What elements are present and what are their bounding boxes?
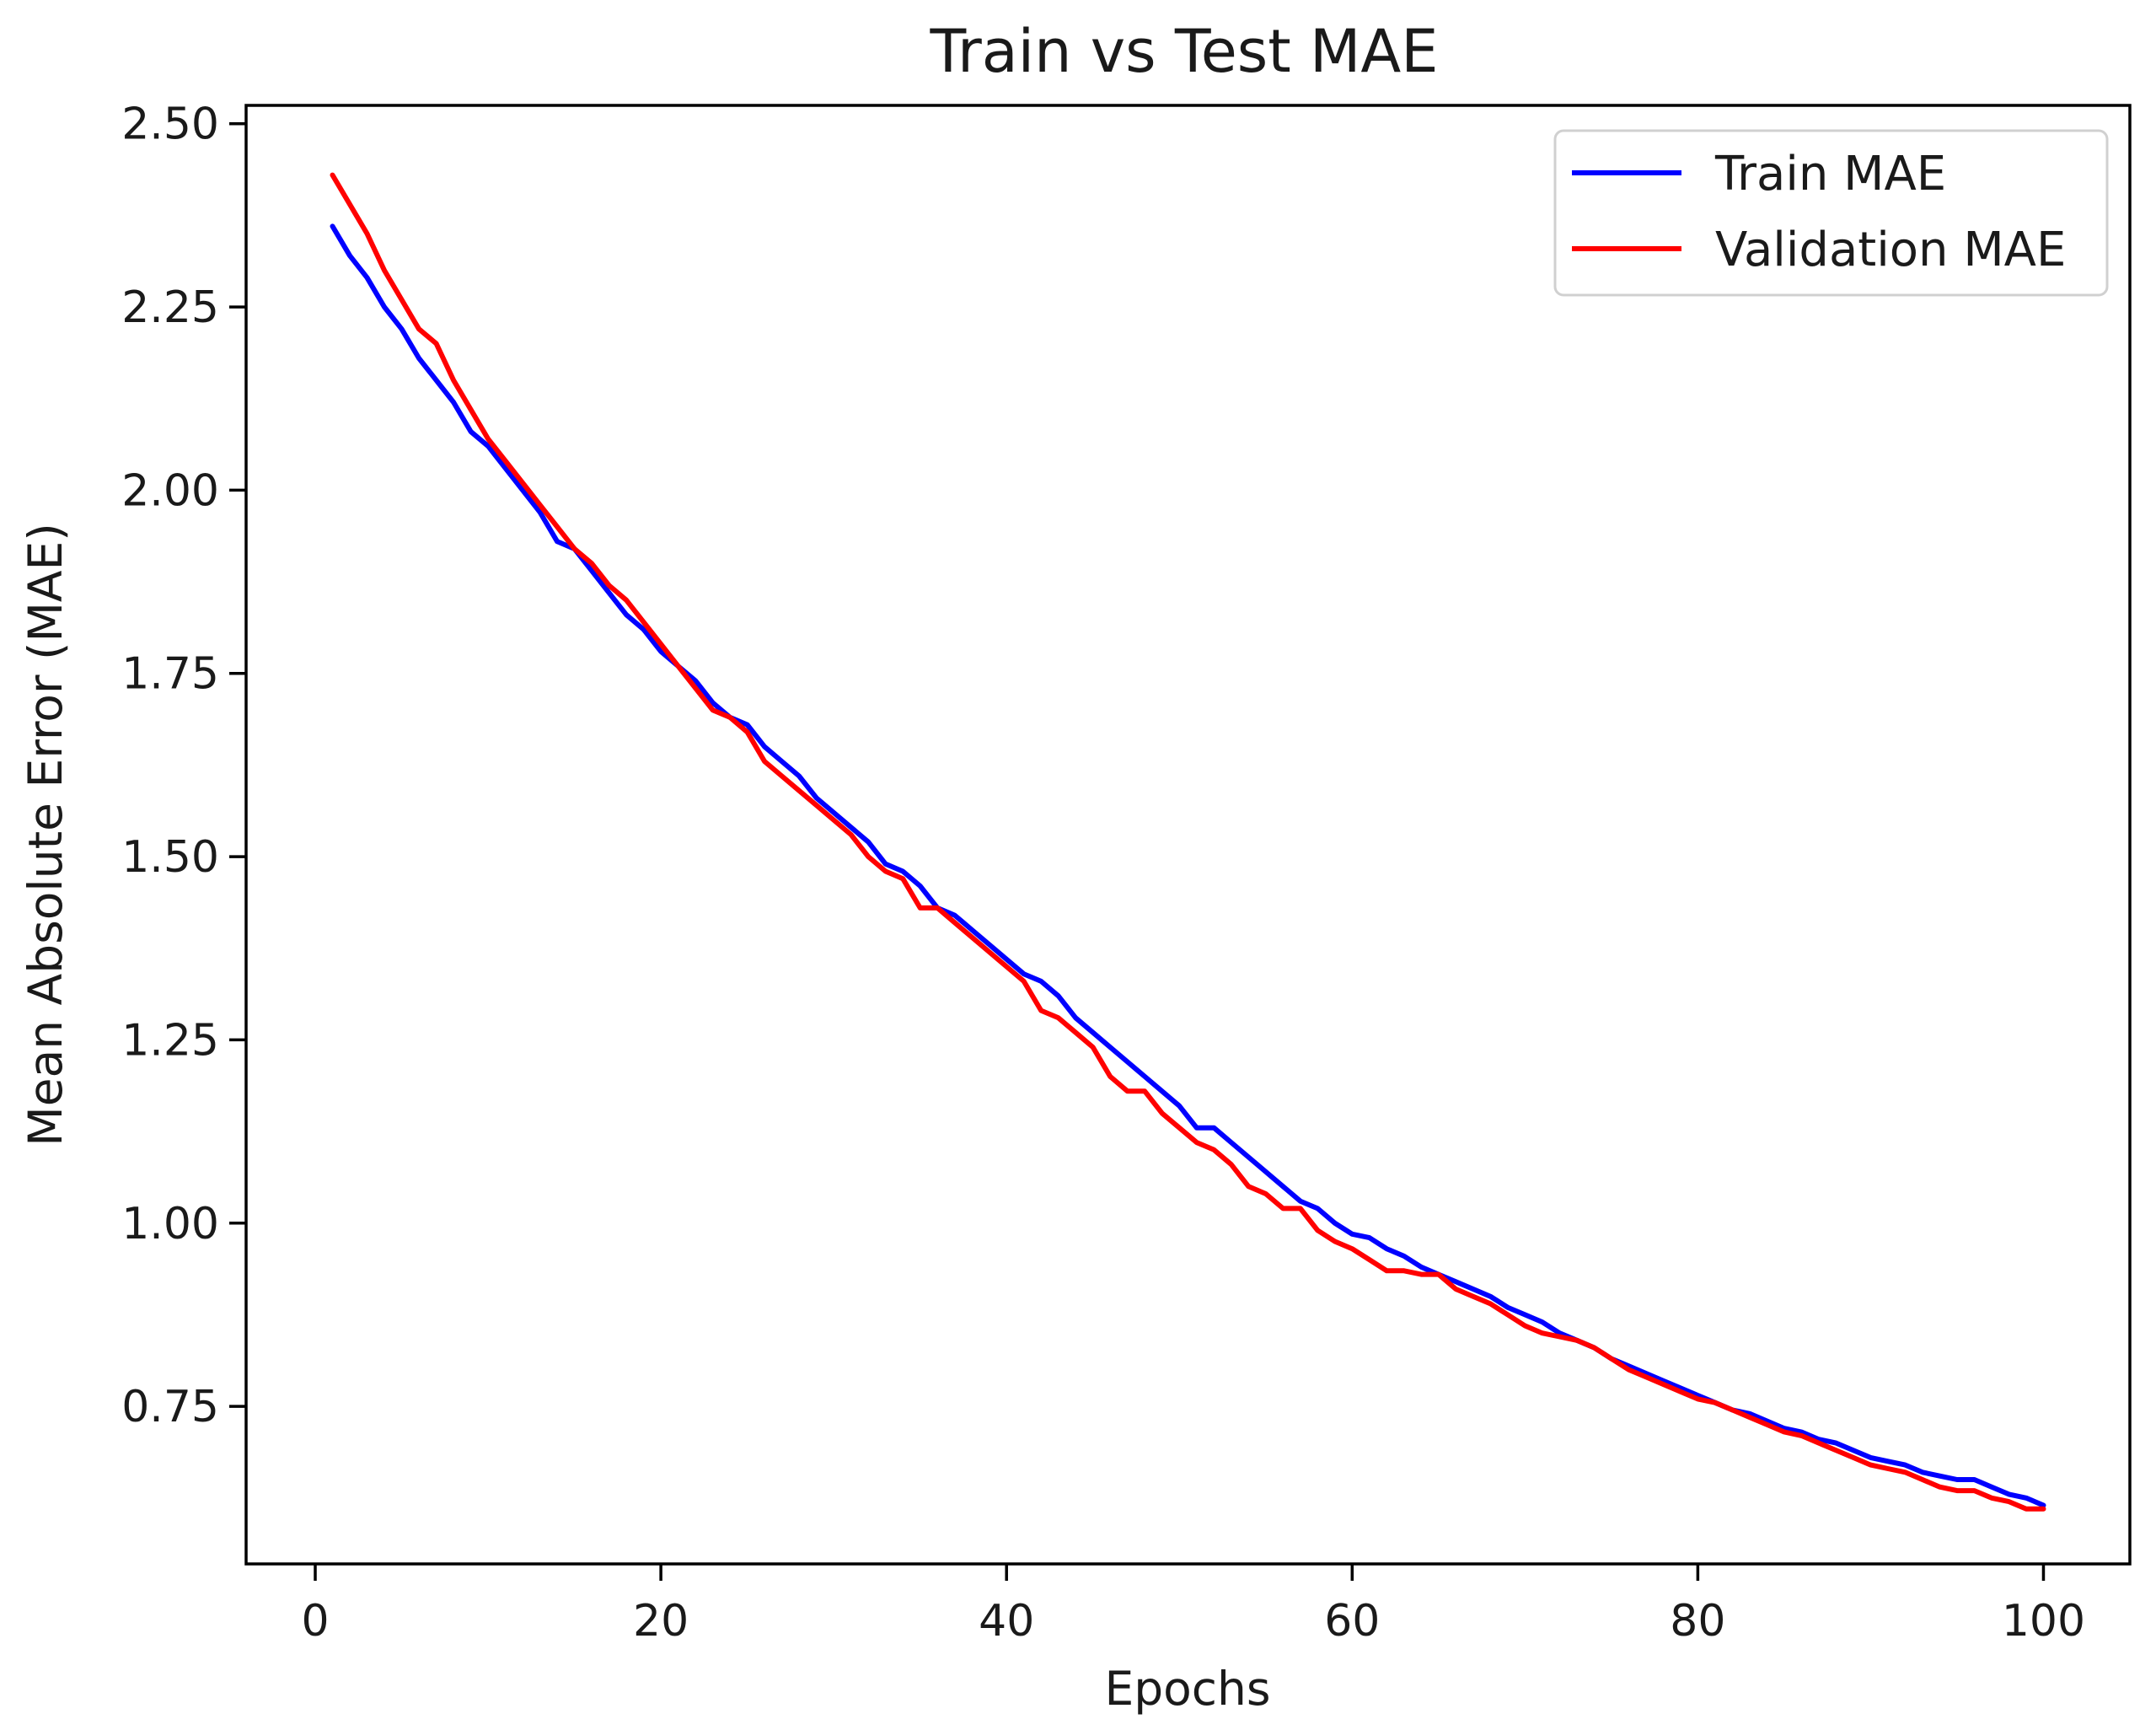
x-tick-label: 60 — [1324, 1596, 1380, 1647]
series-line-train-mae — [330, 223, 2046, 1508]
legend: Train MAE Validation MAE — [1553, 129, 2109, 297]
x-tick-label: 80 — [1670, 1596, 1725, 1647]
x-tick-label: 20 — [633, 1596, 689, 1647]
y-tick-label: 2.25 — [121, 282, 219, 333]
x-tick-label: 40 — [979, 1596, 1034, 1647]
x-axis: 0 20 40 60 80 100 — [301, 1564, 2085, 1647]
x-tick-label: 100 — [2002, 1596, 2085, 1647]
y-tick-label: 2.50 — [121, 99, 219, 150]
series-line-validation-mae — [330, 172, 2046, 1512]
legend-label-validation: Validation MAE — [1715, 223, 2066, 277]
series-layer — [330, 172, 2046, 1512]
y-tick-label: 2.00 — [121, 465, 219, 516]
x-tick-label: 0 — [301, 1596, 329, 1647]
y-tick-label: 0.75 — [121, 1382, 219, 1432]
y-tick-label: 1.25 — [121, 1015, 219, 1066]
chart-title: Train vs Test MAE — [930, 17, 1439, 86]
legend-box — [1553, 129, 2109, 297]
y-axis: 0.75 1.00 1.25 1.50 1.75 2.00 2.25 2.50 — [121, 99, 246, 1432]
legend-label-train: Train MAE — [1714, 147, 1946, 201]
plot-frame — [244, 104, 2132, 1566]
y-tick-label: 1.50 — [121, 832, 219, 883]
y-tick-label: 1.75 — [121, 649, 219, 700]
y-axis-label: Mean Absolute Error (MAE) — [19, 523, 72, 1147]
x-axis-label: Epochs — [1104, 1662, 1270, 1716]
y-tick-label: 1.00 — [121, 1199, 219, 1249]
